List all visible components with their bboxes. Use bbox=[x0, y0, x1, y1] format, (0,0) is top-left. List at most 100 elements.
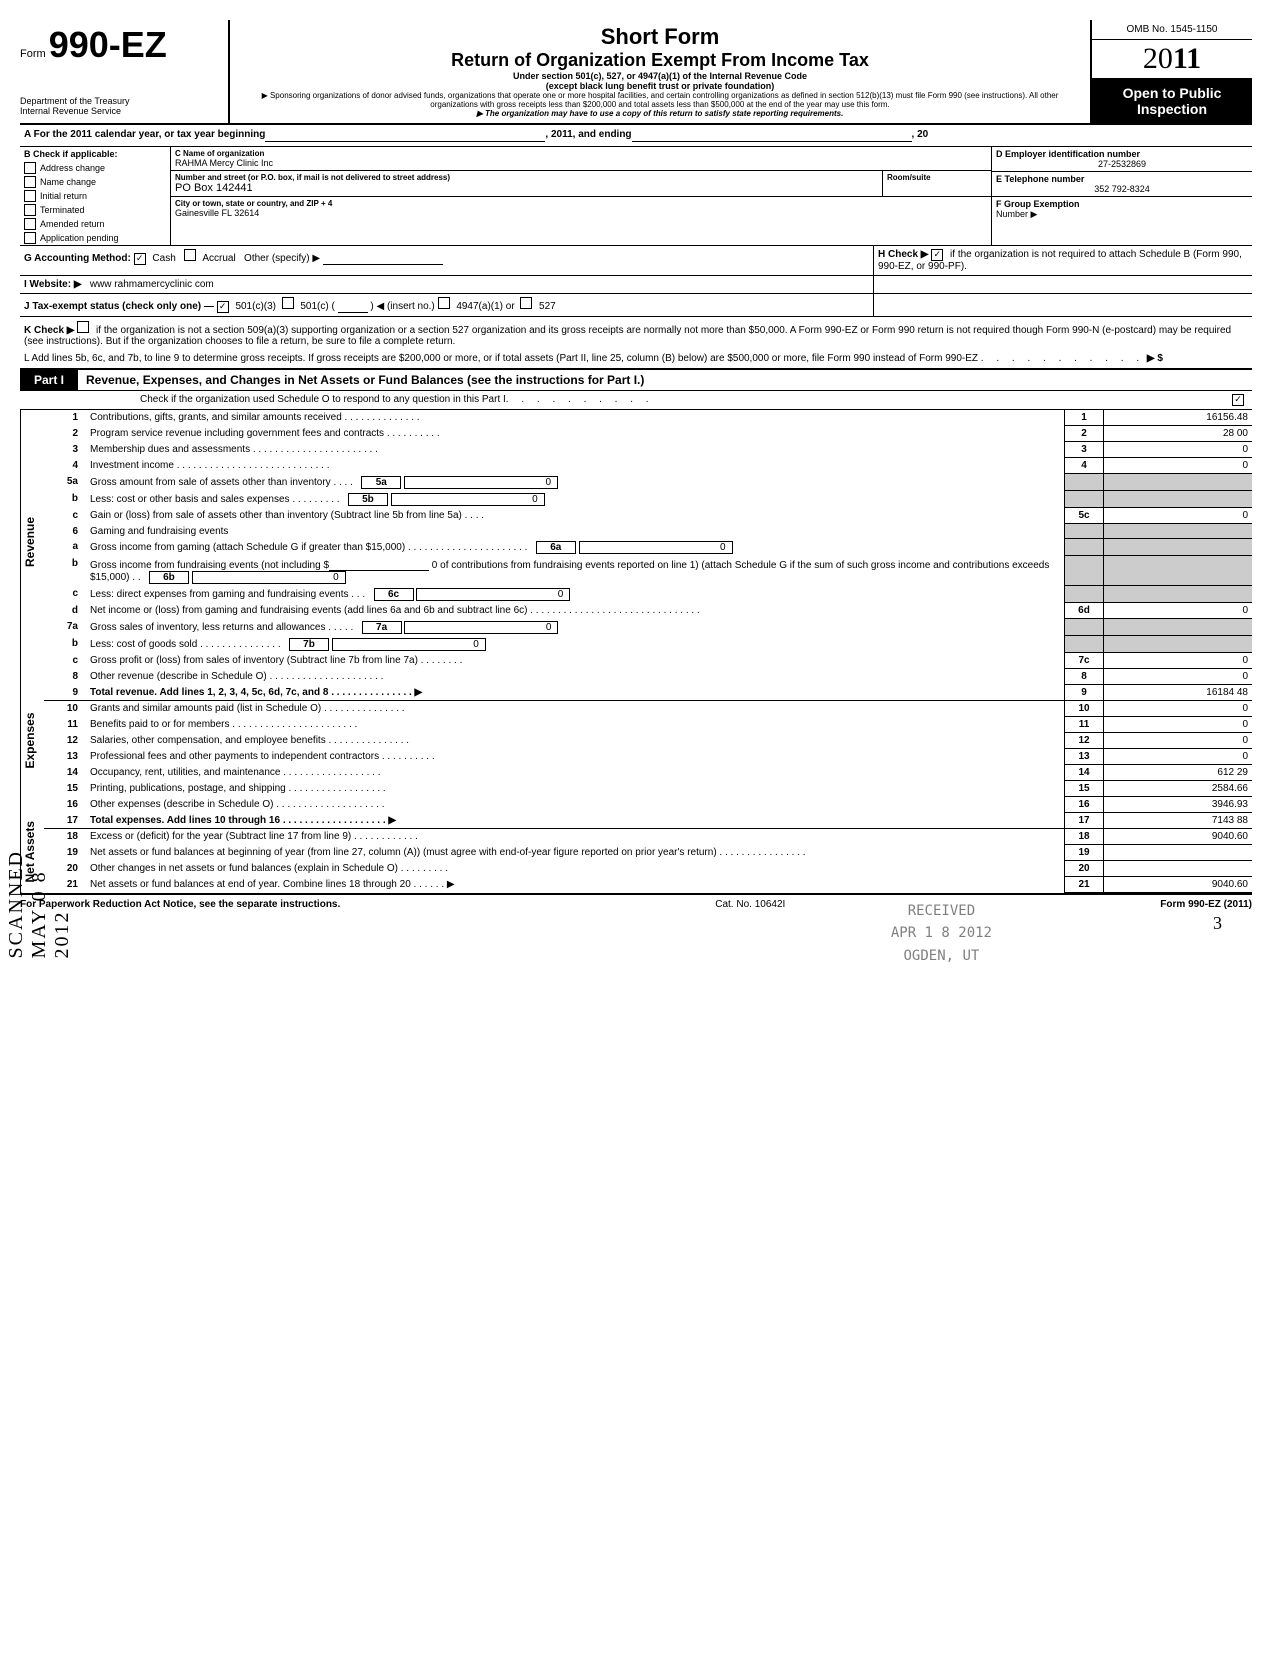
gray-cell bbox=[1104, 474, 1253, 491]
sub-val: 0 bbox=[391, 493, 545, 506]
line-21: 21Net assets or fund balances at end of … bbox=[44, 877, 1252, 893]
l-text: L Add lines 5b, 6c, and 7b, to line 9 to… bbox=[24, 353, 978, 364]
title-return: Return of Organization Exempt From Incom… bbox=[242, 50, 1078, 71]
part1-label: Part I bbox=[20, 370, 78, 390]
line-val: 0 bbox=[1104, 653, 1253, 669]
line-desc: Salaries, other compensation, and employ… bbox=[86, 733, 1065, 749]
line-num: 17 bbox=[44, 813, 86, 829]
checkbox-501c3[interactable]: ✓ bbox=[217, 301, 229, 313]
gray-cell bbox=[1065, 586, 1104, 603]
line-7b: bLess: cost of goods sold . . . . . . . … bbox=[44, 636, 1252, 653]
line-box: 3 bbox=[1065, 442, 1104, 458]
org-name-value: RAHMA Mercy Clinic Inc bbox=[175, 158, 987, 168]
line-desc: Benefits paid to or for members . . . . … bbox=[86, 717, 1065, 733]
year-end-blank[interactable] bbox=[632, 129, 912, 142]
line-5c: cGain or (loss) from sale of assets othe… bbox=[44, 508, 1252, 524]
g-label: G Accounting Method: bbox=[24, 253, 131, 264]
check-address-change[interactable]: Address change bbox=[20, 161, 170, 175]
footer: For Paperwork Reduction Act Notice, see … bbox=[20, 895, 1252, 914]
contrib-blank[interactable] bbox=[329, 558, 429, 571]
gray-cell bbox=[1104, 586, 1253, 603]
header-note1: ▶ Sponsoring organizations of donor advi… bbox=[242, 91, 1078, 109]
group-label2: Number ▶ bbox=[996, 209, 1037, 219]
line-num: c bbox=[44, 653, 86, 669]
h-label: H Check ▶ bbox=[878, 249, 928, 260]
check-amended[interactable]: Amended return bbox=[20, 217, 170, 231]
line-8: 8Other revenue (describe in Schedule O) … bbox=[44, 669, 1252, 685]
line-desc: Gross income from gaming (attach Schedul… bbox=[86, 539, 1065, 556]
line-val: 0 bbox=[1104, 669, 1253, 685]
checkbox-4947[interactable] bbox=[438, 297, 450, 309]
title-short-form: Short Form bbox=[242, 24, 1078, 50]
checkbox-h[interactable]: ✓ bbox=[931, 249, 943, 261]
line-desc: Other revenue (describe in Schedule O) .… bbox=[86, 669, 1065, 685]
other-blank[interactable] bbox=[323, 252, 443, 265]
subtitle-code: Under section 501(c), 527, or 4947(a)(1)… bbox=[242, 71, 1078, 81]
footer-center: Cat. No. 10642I bbox=[715, 899, 785, 910]
phone-value: 352 792-8324 bbox=[996, 184, 1248, 194]
line-14: 14Occupancy, rent, utilities, and mainte… bbox=[44, 765, 1252, 781]
line-val: 0 bbox=[1104, 733, 1253, 749]
line-num: d bbox=[44, 603, 86, 619]
checkbox-part1[interactable]: ✓ bbox=[1232, 394, 1244, 406]
line-val: 0 bbox=[1104, 458, 1253, 474]
city-label: City or town, state or country, and ZIP … bbox=[175, 199, 987, 208]
checkbox-cash[interactable]: ✓ bbox=[134, 253, 146, 265]
sub-val: 0 bbox=[404, 621, 558, 634]
check-label: Amended return bbox=[40, 219, 105, 229]
line-box: 4 bbox=[1065, 458, 1104, 474]
check-name-change[interactable]: Name change bbox=[20, 175, 170, 189]
line-20: 20Other changes in net assets or fund ba… bbox=[44, 861, 1252, 877]
checkbox-accrual[interactable] bbox=[184, 249, 196, 261]
sub-val: 0 bbox=[416, 588, 570, 601]
year-suffix: 11 bbox=[1173, 42, 1201, 75]
room-label: Room/suite bbox=[887, 173, 987, 182]
sub-num: 6c bbox=[374, 588, 414, 601]
line-desc: Gross amount from sale of assets other t… bbox=[86, 474, 1065, 491]
website-row: I Website: ▶ www rahmamercyclinic com bbox=[20, 276, 873, 293]
line-19: 19Net assets or fund balances at beginni… bbox=[44, 845, 1252, 861]
line-val bbox=[1104, 845, 1253, 861]
checkbox-527[interactable] bbox=[520, 297, 532, 309]
line-text: Gross sales of inventory, less returns a… bbox=[90, 622, 353, 633]
line-4: 4Investment income . . . . . . . . . . .… bbox=[44, 458, 1252, 474]
k-block: K Check ▶ if the organization is not a s… bbox=[20, 317, 1252, 369]
gray-cell bbox=[1104, 524, 1253, 539]
line-box: 6d bbox=[1065, 603, 1104, 619]
j-insert-blank[interactable] bbox=[338, 300, 368, 313]
year-begin-blank[interactable] bbox=[265, 129, 545, 142]
line-box: 19 bbox=[1065, 845, 1104, 861]
check-initial-return[interactable]: Initial return bbox=[20, 189, 170, 203]
line-text: Gross income from gaming (attach Schedul… bbox=[90, 542, 527, 553]
line-val: 9040.60 bbox=[1104, 877, 1253, 893]
col-b: B Check if applicable: Address change Na… bbox=[20, 147, 171, 245]
check-terminated[interactable]: Terminated bbox=[20, 203, 170, 217]
title-box: Short Form Return of Organization Exempt… bbox=[230, 20, 1090, 123]
line-7c: cGross profit or (loss) from sales of in… bbox=[44, 653, 1252, 669]
check-label: Name change bbox=[40, 177, 96, 187]
line-desc: Less: cost of goods sold . . . . . . . .… bbox=[86, 636, 1065, 653]
check-application-pending[interactable]: Application pending bbox=[20, 231, 170, 245]
line-desc: Less: direct expenses from gaming and fu… bbox=[86, 586, 1065, 603]
checkbox-501c[interactable] bbox=[282, 297, 294, 309]
line-val: 0 bbox=[1104, 508, 1253, 524]
line-6: 6Gaming and fundraising events bbox=[44, 524, 1252, 539]
tax-year: 2011 bbox=[1092, 40, 1252, 79]
gray-cell bbox=[1104, 539, 1253, 556]
website-value: www rahmamercyclinic com bbox=[90, 279, 214, 290]
j-insert: ) ◀ (insert no.) bbox=[370, 301, 434, 312]
h-check: H Check ▶ ✓ if the organization is not r… bbox=[873, 246, 1252, 275]
phone-row: E Telephone number 352 792-8324 bbox=[992, 172, 1252, 197]
line-text: Gross income from fundraising events (no… bbox=[90, 560, 329, 571]
checkbox-k[interactable] bbox=[77, 321, 89, 333]
line-box: 11 bbox=[1065, 717, 1104, 733]
subtitle-except: (except black lung benefit trust or priv… bbox=[242, 81, 1078, 91]
open-line1: Open to Public bbox=[1123, 85, 1222, 101]
line-val: 0 bbox=[1104, 701, 1253, 717]
line-num: 13 bbox=[44, 749, 86, 765]
line-val: 2584.66 bbox=[1104, 781, 1253, 797]
line-num: 16 bbox=[44, 797, 86, 813]
gray-cell bbox=[1065, 474, 1104, 491]
line-desc: Gaming and fundraising events bbox=[86, 524, 1065, 539]
line-box: 1 bbox=[1065, 410, 1104, 426]
